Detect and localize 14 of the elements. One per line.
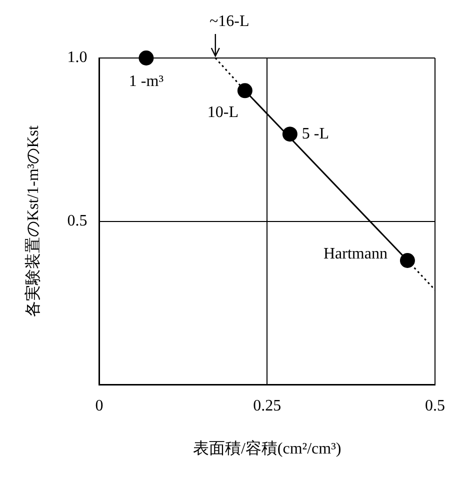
annotation: 10-L [207, 104, 238, 121]
annotation: Hartmann [323, 246, 388, 263]
y-tick-label: 1.0 [67, 49, 88, 66]
y-axis-title: 各実験装置のKst/1-m³のKst [24, 125, 42, 318]
annotation: 1 -m³ [128, 73, 164, 90]
annotation: ~16-L [210, 13, 250, 30]
point [237, 83, 252, 98]
point [400, 252, 415, 268]
x-tick-label: 0.25 [253, 397, 282, 414]
annotation: 5 -L [302, 125, 330, 142]
x-tick-label: 0.5 [425, 397, 445, 414]
point [138, 50, 154, 66]
x-tick-label: 0 [95, 397, 104, 414]
x-axis-title: 表面積/容積(cm²/cm³) [192, 440, 342, 458]
